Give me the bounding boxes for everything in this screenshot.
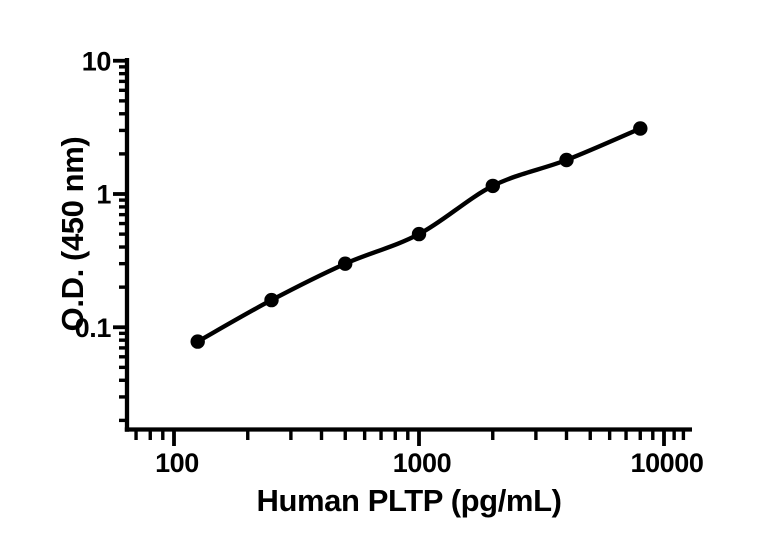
data-point-marker: [264, 292, 279, 308]
x-tick-label: 100: [155, 448, 199, 478]
tick-labels-layer: 100 1000 10000 10 1 0.1: [75, 46, 704, 478]
y-tick-label: 0.1: [75, 313, 112, 343]
x-axis-title: Human PLTP (pg/mL): [256, 483, 561, 518]
data-point-marker: [338, 256, 353, 271]
data-point-marker: [190, 334, 205, 349]
data-point-marker: [559, 152, 574, 168]
y-tick-label: 1: [96, 180, 111, 210]
series-layer: [190, 121, 648, 349]
y-tick-label: 10: [82, 46, 111, 76]
ticks-layer: [113, 58, 686, 446]
x-tick-label: 10000: [630, 448, 703, 478]
data-point-marker: [485, 178, 500, 194]
y-axis-title: O.D. (450 nm): [55, 137, 90, 332]
x-tick-label: 1000: [393, 448, 451, 478]
data-point-marker: [633, 121, 648, 136]
data-point-marker: [411, 226, 427, 242]
axes-layer: [124, 58, 692, 432]
